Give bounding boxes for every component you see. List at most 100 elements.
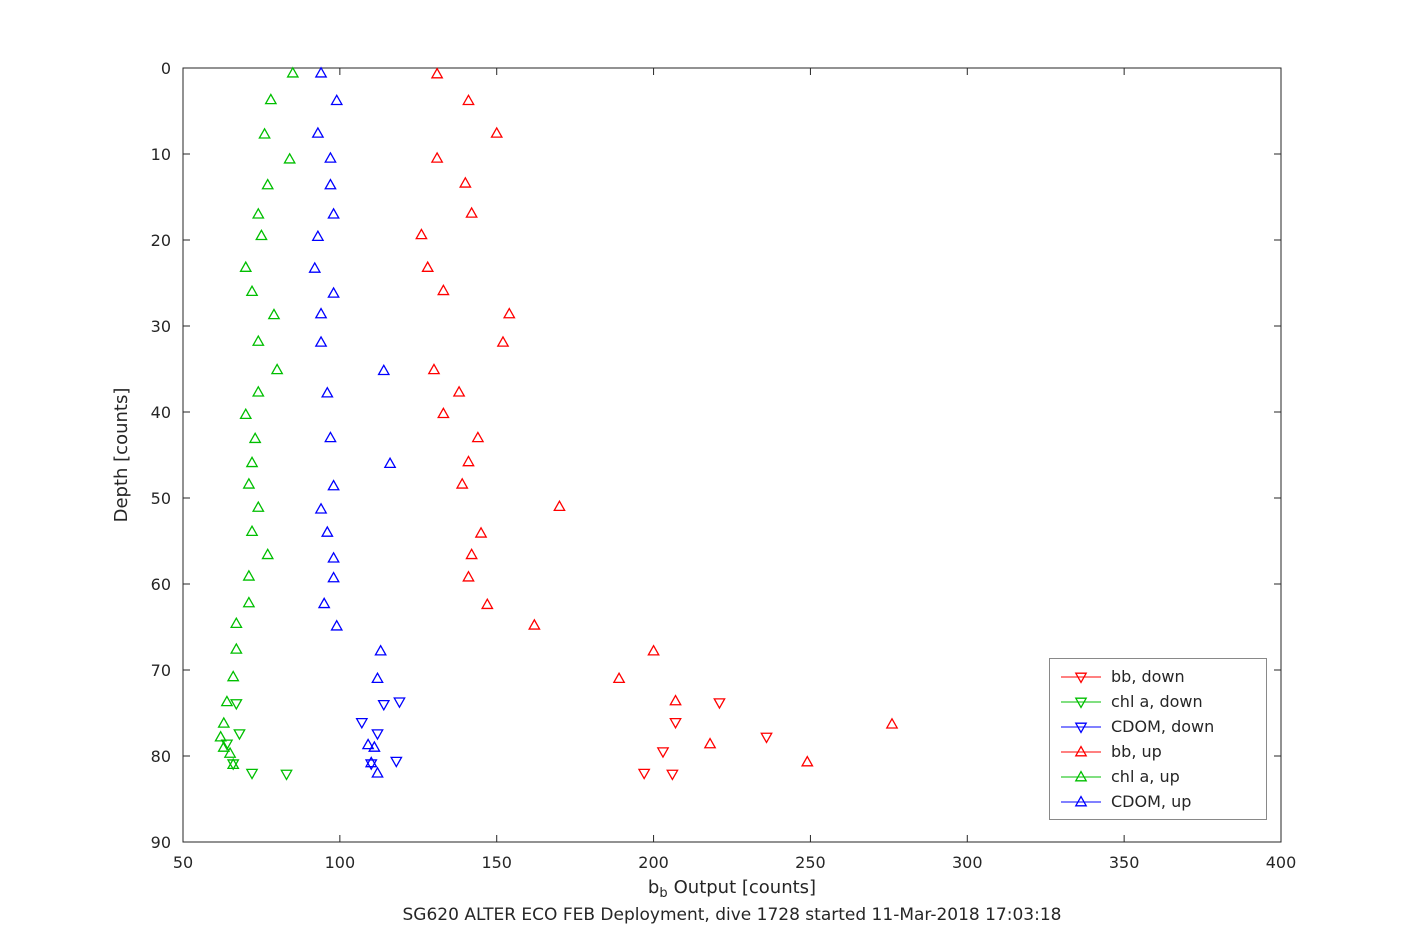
data-point [377,363,391,376]
data-point [230,642,243,654]
x-tick-label: 300 [952,853,983,872]
data-point [251,334,265,346]
data-point [465,206,478,218]
data-point [415,228,428,240]
data-point [669,694,682,706]
data-point [637,768,651,780]
data-point [421,260,435,272]
legend-item: CDOM, up [1050,789,1266,814]
data-point [314,66,328,78]
data-point [713,698,726,710]
data-point [374,644,387,656]
y-tick-label: 10 [151,145,171,164]
data-point [261,548,275,560]
x-tick-label: 100 [325,853,356,872]
data-point [480,597,494,610]
data-point [327,479,340,491]
data-point [430,67,444,79]
data-point [368,740,381,752]
legend-item-label: bb, down [1111,667,1185,686]
data-point [528,618,541,630]
data-point [471,431,485,443]
data-point [656,747,670,759]
data-point [314,502,328,514]
data-point [465,548,478,560]
data-point [226,670,240,682]
data-point [393,697,406,709]
data-point [427,363,441,375]
data-point [258,127,271,139]
y-tick-label: 30 [151,317,171,336]
data-point [355,718,369,730]
data-point [242,477,256,489]
data-point [233,729,246,741]
plot-box [182,67,1282,843]
y-axis-label: Depth [counts] [111,388,132,523]
y-tick-label: 90 [151,833,171,852]
data-point [239,260,253,272]
data-point [430,151,444,163]
data-point [371,671,384,684]
data-point [311,229,325,242]
x-tick-label: 400 [1266,853,1297,872]
data-point [474,526,488,538]
data-point [760,732,773,744]
legend-item: chl a, up [1050,764,1266,789]
data-point [502,307,516,319]
data-point [311,126,325,138]
data-point [255,228,268,241]
data-point [220,739,234,751]
y-tick-label: 0 [161,59,171,78]
data-point [327,571,340,583]
data-point [230,699,243,711]
data-point [437,284,450,296]
data-point [245,284,259,297]
data-point [666,769,679,781]
data-point [459,176,472,188]
data-point [800,755,814,767]
legend-item-label: bb, up [1111,742,1162,761]
data-point [317,597,331,609]
legend-item: bb, up [1050,739,1266,764]
data-point [226,757,240,770]
data-point [364,759,378,771]
data-point [320,386,334,398]
data-point [390,756,403,768]
data-point [267,308,281,320]
triangle-down-icon [1061,697,1101,709]
series-cdom-down [355,697,406,771]
data-point [553,499,566,512]
data-point [371,766,384,778]
data-point [245,456,259,468]
data-point [371,729,384,741]
data-point [364,756,378,768]
data-point [377,699,391,712]
data-point [239,407,253,420]
triangle-up-icon [1061,794,1101,806]
data-point [327,207,340,219]
y-tick-label: 60 [151,575,171,594]
data-point [264,93,278,105]
data-point [612,671,626,684]
legend-item-label: CDOM, down [1111,717,1215,736]
legend-item-label: CDOM, up [1111,792,1192,811]
data-point [703,737,717,749]
data-point [217,716,231,728]
y-tick-label: 80 [151,747,171,766]
data-point [452,385,466,397]
data-point [261,178,275,190]
triangle-down-icon [1061,722,1101,734]
data-point [251,500,265,512]
data-point [496,335,510,347]
legend-item: chl a, down [1050,689,1266,714]
triangle-up-icon [1061,769,1101,781]
data-point [361,738,375,750]
y-tick-label: 40 [151,403,171,422]
x-axis-label: bb Output [counts] [648,877,816,901]
series-cdom-up [308,66,397,778]
data-point [327,551,340,563]
legend-item-label: chl a, down [1111,692,1203,711]
data-point [490,126,504,138]
